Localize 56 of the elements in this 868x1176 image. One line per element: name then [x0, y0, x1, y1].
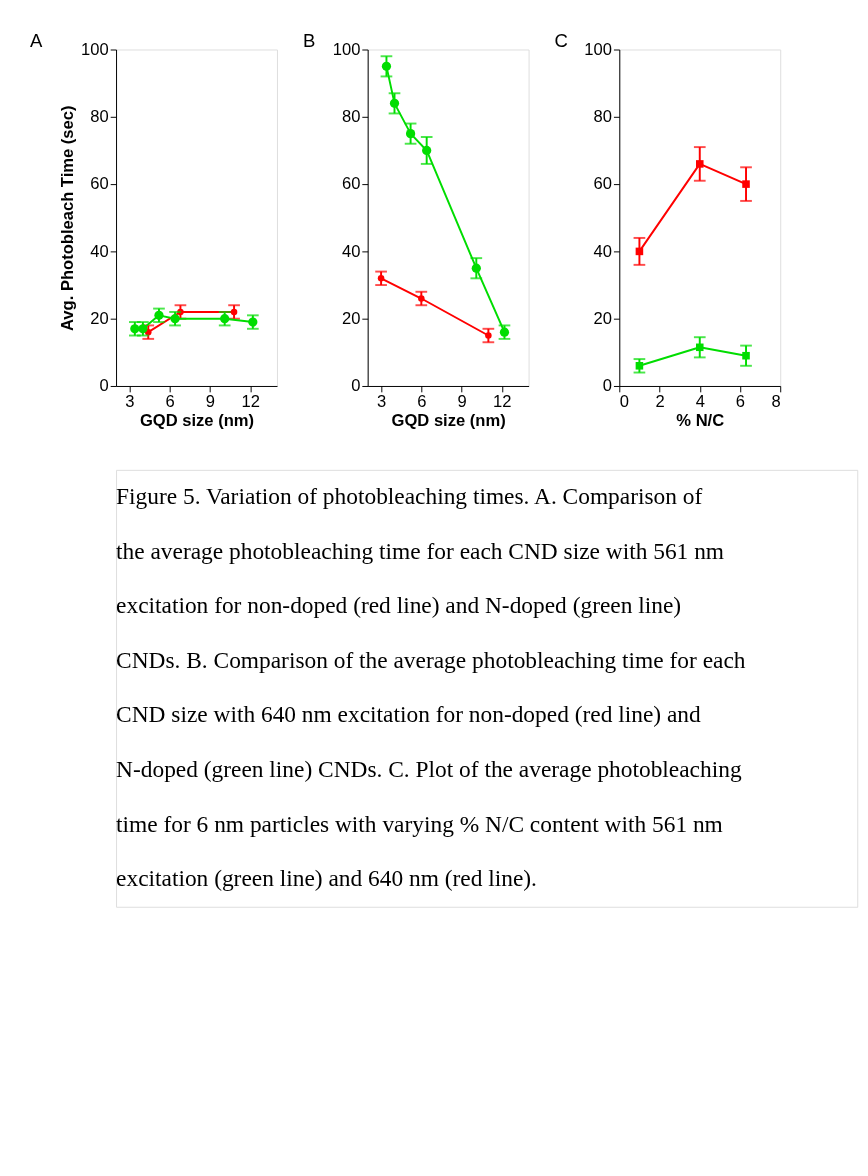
- y-tick-label: 80: [341, 107, 361, 127]
- x-axis-title: GQD size (nm): [391, 411, 506, 431]
- x-tick-label: 12: [241, 391, 260, 411]
- chart-title: B: [302, 29, 316, 51]
- x-axis-title: GQD size (nm): [139, 411, 255, 431]
- chart-title: C: [554, 29, 568, 51]
- x-tick-label: 3: [125, 391, 135, 411]
- y-tick-label: 100: [584, 39, 612, 59]
- y-tick-label: 100: [332, 39, 361, 59]
- y-tick-label: 20: [341, 309, 361, 329]
- point: [742, 351, 750, 360]
- y-tick-label: 40: [593, 241, 612, 261]
- y-tick-label: 0: [351, 376, 361, 396]
- y-tick-label: 20: [593, 309, 612, 329]
- y-tick-label: 60: [341, 174, 361, 194]
- point: [418, 295, 425, 302]
- y-tick-label: 0: [602, 376, 612, 396]
- chart-title: A: [29, 29, 43, 51]
- x-tick-label: 2: [655, 391, 665, 411]
- x-tick-label: 3: [376, 391, 387, 411]
- y-tick-label: 20: [90, 309, 109, 329]
- point: [485, 332, 492, 339]
- point: [635, 362, 644, 370]
- y-tick-label: 40: [341, 241, 361, 261]
- point: [422, 145, 432, 156]
- point: [230, 308, 238, 316]
- point: [220, 314, 230, 324]
- point: [742, 180, 750, 188]
- point: [695, 343, 704, 352]
- point: [170, 314, 180, 324]
- y-tick-label: 60: [593, 174, 612, 194]
- y-tick-label: 40: [90, 241, 109, 261]
- x-tick-label: 9: [457, 391, 467, 411]
- x-tick-label: 12: [493, 391, 512, 411]
- point: [695, 160, 704, 168]
- x-tick-label: 8: [771, 391, 781, 411]
- y-tick-label: 80: [593, 107, 612, 127]
- x-tick-label: 6: [165, 391, 175, 411]
- point: [389, 98, 400, 108]
- x-tick-label: 6: [735, 391, 746, 411]
- y-tick-label: 80: [90, 107, 109, 127]
- x-axis-title: % N/C: [676, 411, 725, 431]
- x-tick-label: 6: [417, 391, 427, 411]
- x-tick-label: 4: [695, 391, 705, 411]
- y-tick-label: 0: [99, 376, 109, 396]
- x-tick-label: 0: [619, 391, 630, 411]
- caption: Figure 5. Variation of photobleaching times. A. Comparison of the average photobleaching time for each CND size with 561 nm excitation for non-doped (red line) and N-doped (green line) CNDs. B. Comparison of the average photobleaching time for each CND size with 640 nm excitation for non-doped (red line) and N-doped (green line) CNDs. C. Plot of the average photobleaching time for 6 nm particles with varying % N/C content with 561 nm excitation (green line) and 640 nm (red line).: [116, 483, 746, 892]
- x-tick-label: 9: [205, 391, 216, 411]
- point: [471, 263, 481, 273]
- point: [154, 310, 164, 320]
- y-tick-label: 60: [90, 174, 109, 194]
- point: [405, 129, 416, 139]
- y-axis-title: Avg. Photobleach Time (sec): [58, 105, 78, 331]
- point: [381, 61, 392, 71]
- y-tick-label: 100: [81, 39, 109, 59]
- point: [377, 275, 385, 282]
